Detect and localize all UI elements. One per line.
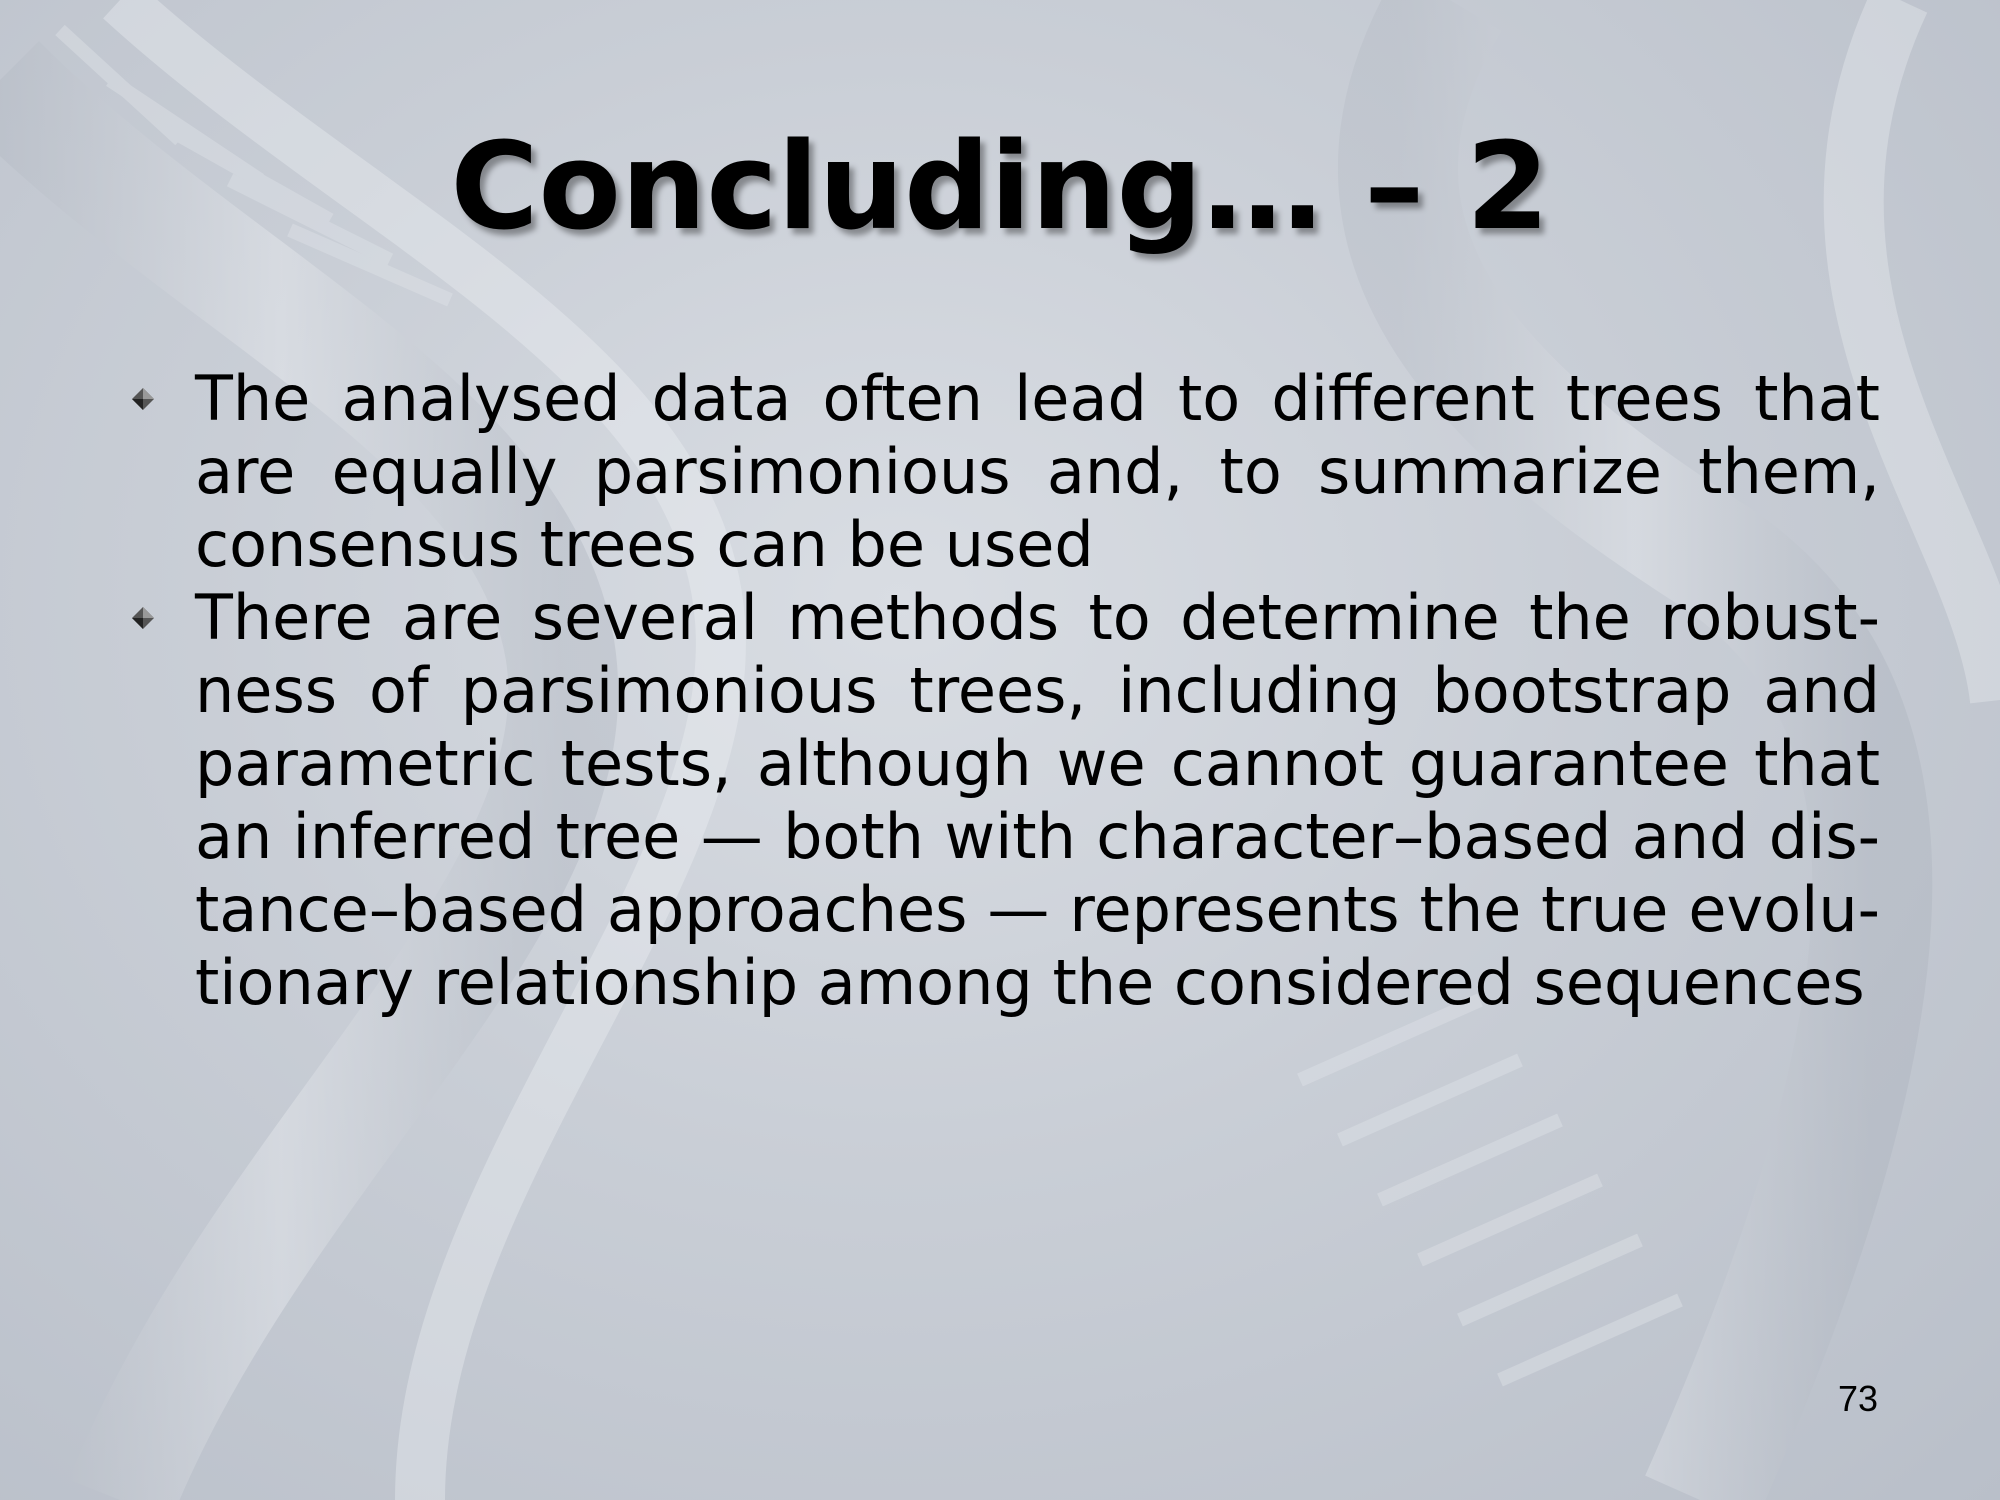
diamond-bullet-icon [132, 607, 154, 629]
slide-title: Concluding… – 2 [450, 118, 1550, 257]
diamond-bullet-icon [132, 388, 154, 410]
bullet-item: There are several methods to determine t… [130, 581, 1880, 1019]
bullet-item: The analysed data often lead to differen… [130, 362, 1880, 581]
page-number: 73 [1837, 1378, 1878, 1419]
bullet-list: The analysed data often lead to differen… [130, 362, 1880, 1019]
bullet-text: The analysed data often lead to differen… [195, 362, 1880, 581]
bullet-text: There are several methods to determine t… [195, 581, 1880, 1019]
